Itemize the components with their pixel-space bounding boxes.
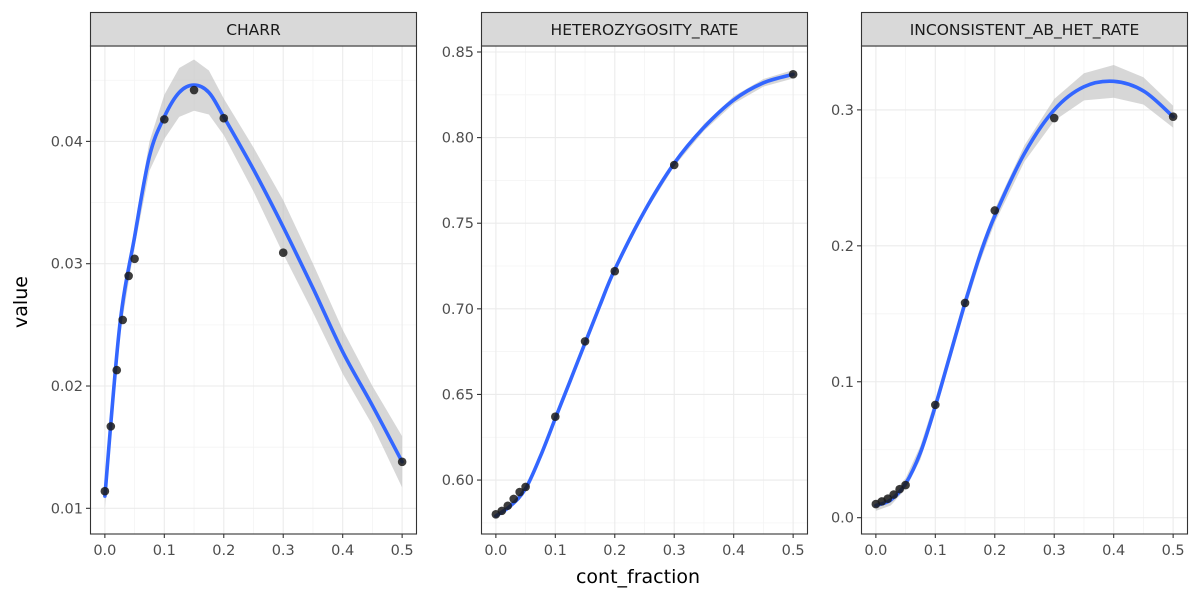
y-tick-label: 0.02	[51, 379, 83, 395]
x-tick-label: 0.1	[153, 543, 176, 559]
data-point	[124, 271, 133, 281]
y-tick-label: 0.80	[442, 131, 474, 147]
y-tick-label: 0.0	[831, 511, 854, 527]
y-tick-label: 0.04	[51, 134, 83, 150]
data-point	[503, 501, 513, 511]
data-point	[960, 298, 970, 308]
smooth-line	[103, 83, 404, 498]
smooth-line	[494, 72, 795, 518]
data-point	[278, 248, 288, 257]
x-tick-label: 0.2	[212, 543, 235, 559]
x-tick-label: 0.2	[603, 543, 626, 559]
y-tick-label: 0.2	[831, 239, 854, 255]
y-tick-label: 0.01	[51, 501, 83, 517]
y-tick-label: 0.85	[442, 45, 474, 61]
x-tick-label: 0.4	[331, 543, 354, 559]
x-tick-label: 0.1	[924, 543, 947, 559]
data-point	[1168, 112, 1178, 121]
data-point	[669, 160, 679, 170]
data-point	[497, 506, 507, 516]
y-axis-title: value	[10, 276, 32, 328]
facet-strip	[480, 11, 809, 47]
facet-strip-label: INCONSISTENT_AB_HET_RATE	[910, 21, 1140, 40]
x-tick-label: 0.2	[983, 543, 1006, 559]
x-tick-label: 0.0	[484, 543, 507, 559]
data-point	[610, 266, 620, 276]
y-tick-label: 0.60	[442, 473, 474, 489]
x-tick-label: 0.5	[1162, 543, 1185, 559]
y-tick-label: 0.65	[442, 387, 474, 403]
facet-panel-3: INCONSISTENT_AB_HET_RATE 0.0 0.1 0.2 0.3 0.0 0…	[831, 11, 1189, 559]
data-point	[106, 422, 116, 431]
facet-strip-label: CHARR	[226, 21, 281, 39]
data-point	[901, 480, 910, 490]
facet-strip	[89, 11, 418, 47]
y-tick-label: 0.75	[442, 216, 474, 232]
y-tick-label: 0.70	[442, 302, 474, 318]
data-point	[990, 206, 1000, 215]
x-tick-label: 0.0	[93, 543, 116, 559]
y-tick-label: 0.1	[831, 375, 854, 391]
x-tick-label: 0.4	[722, 543, 745, 559]
data-point	[551, 412, 560, 422]
data-point	[931, 400, 940, 410]
data-point	[118, 315, 127, 325]
x-tick-label: 0.3	[272, 543, 295, 559]
x-tick-label: 0.3	[663, 543, 686, 559]
data-point	[130, 254, 139, 264]
x-tick-label: 0.3	[1043, 543, 1066, 559]
facet-panel-2: HETEROZYGOSITY_RATE 0.60 0.65 0.70 0.75 0.80 0…	[442, 11, 809, 559]
x-tick-label: 0.0	[864, 543, 887, 559]
facet-strip-label: HETEROZYGOSITY_RATE	[551, 21, 739, 40]
data-point	[515, 487, 524, 497]
data-point	[509, 494, 518, 504]
facet-strip	[860, 11, 1189, 47]
facet-panel-1: CHARR 0.01 0.02 0.03 0.04 0.0 0.1 0.2 0.3 0.4 0.5	[51, 11, 418, 559]
x-tick-label: 0.5	[391, 543, 414, 559]
x-tick-label: 0.5	[782, 543, 805, 559]
data-point	[521, 482, 530, 492]
data-point	[219, 113, 229, 123]
x-tick-label: 0.4	[1102, 543, 1125, 559]
data-point	[189, 85, 199, 95]
x-tick-label: 0.1	[544, 543, 567, 559]
confidence-ribbon	[104, 59, 403, 509]
y-tick-label: 0.03	[51, 257, 83, 273]
y-tick-label: 0.3	[831, 103, 854, 119]
data-point	[1049, 113, 1059, 123]
data-point	[397, 457, 407, 467]
data-point	[580, 337, 590, 346]
data-point	[112, 365, 122, 375]
smooth-line	[874, 79, 1175, 508]
data-point	[100, 486, 110, 496]
x-axis-title: cont_fraction	[576, 566, 700, 588]
data-point	[889, 490, 898, 499]
data-point	[788, 69, 798, 79]
data-point	[160, 115, 169, 124]
